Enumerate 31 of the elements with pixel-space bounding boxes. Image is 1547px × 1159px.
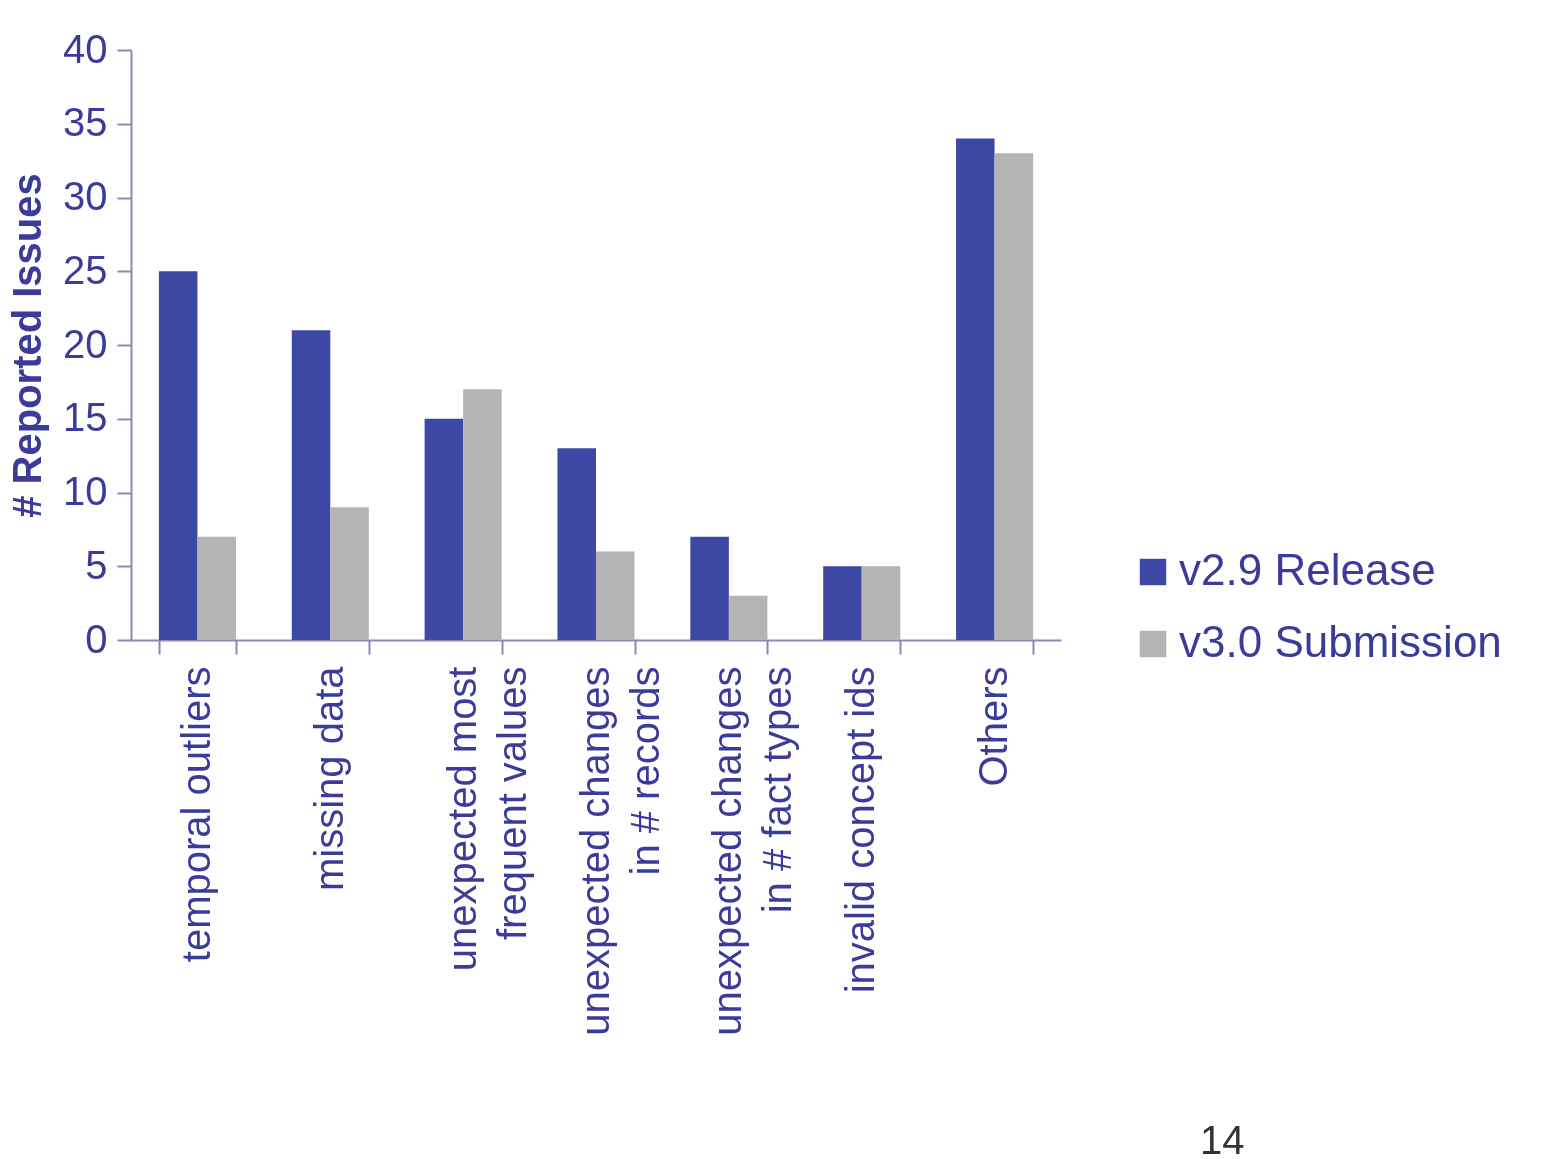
x-tick-label: Others (971, 666, 1016, 787)
bar (291, 330, 331, 640)
bar (690, 536, 729, 640)
bar (823, 566, 862, 640)
legend-label: v2.9 Release (1179, 545, 1436, 594)
bar (557, 448, 596, 640)
y-tick-label: 35 (63, 100, 108, 145)
bar (994, 153, 1034, 640)
bar (197, 536, 236, 640)
bar (158, 271, 198, 640)
y-tick-label: 5 (85, 542, 108, 587)
y-tick-label: 40 (63, 26, 108, 71)
bar (463, 389, 502, 640)
y-tick-label: 0 (85, 616, 108, 661)
y-tick-label: 15 (63, 395, 108, 440)
x-tick-label: invalid concept ids (838, 666, 883, 994)
text: 14 (1200, 1118, 1245, 1159)
bar (728, 595, 768, 640)
bar (956, 138, 995, 640)
y-axis-title: # Reported Issues (5, 173, 50, 518)
y-tick-label: 10 (63, 469, 108, 513)
bar (424, 418, 464, 640)
bar (861, 566, 901, 640)
bar (596, 551, 635, 640)
x-tick-label: temporal outliers (173, 666, 218, 963)
y-tick-label: 25 (63, 247, 108, 292)
bar (330, 507, 369, 640)
legend-label: v3.0 Submission (1179, 617, 1502, 666)
y-tick-label: 30 (63, 174, 108, 218)
x-tick-label: missing data (306, 665, 351, 892)
y-tick-label: 20 (63, 321, 108, 366)
